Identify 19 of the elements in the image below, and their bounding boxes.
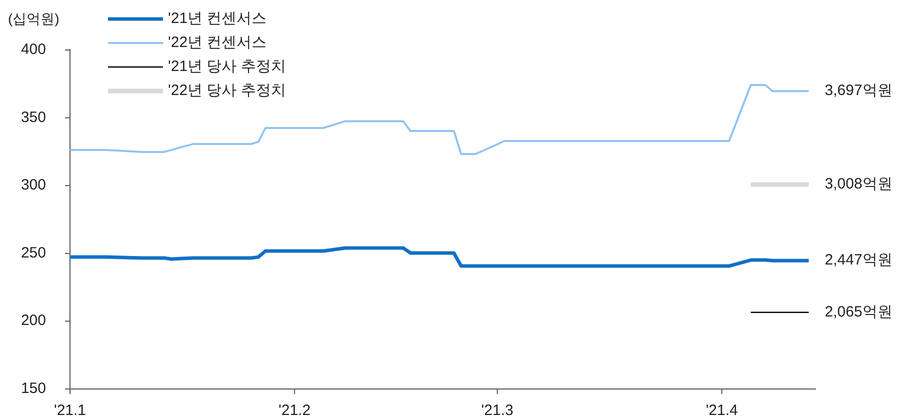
annotation: 2,065억원 bbox=[824, 303, 892, 320]
legend-label: '21년 컨센서스 bbox=[168, 10, 267, 27]
annotation: 3,697억원 bbox=[824, 82, 892, 100]
annotation: 2,447억원 bbox=[824, 252, 892, 269]
y-tick-label: 400 bbox=[20, 40, 46, 58]
x-tick-label: '21.2 bbox=[278, 402, 311, 419]
x-tick-label: '21.3 bbox=[481, 402, 514, 419]
legend-label: '22년 컨센서스 bbox=[168, 34, 267, 51]
legend-label: '22년 당사 추정치 bbox=[168, 82, 286, 99]
y-axis-title: (십억원) bbox=[8, 10, 60, 27]
x-tick-label: '21.4 bbox=[706, 402, 738, 419]
y-tick-label: 150 bbox=[20, 380, 46, 397]
annotation: 3,008억원 bbox=[824, 175, 892, 192]
y-tick-label: 300 bbox=[20, 176, 46, 194]
y-tick-label: 200 bbox=[20, 312, 46, 330]
y-tick-label: 250 bbox=[20, 244, 46, 262]
y-tick-label: 350 bbox=[20, 108, 46, 126]
legend-label: '21년 당사 추정치 bbox=[168, 58, 286, 75]
x-tick-label: '21.1 bbox=[54, 402, 86, 419]
